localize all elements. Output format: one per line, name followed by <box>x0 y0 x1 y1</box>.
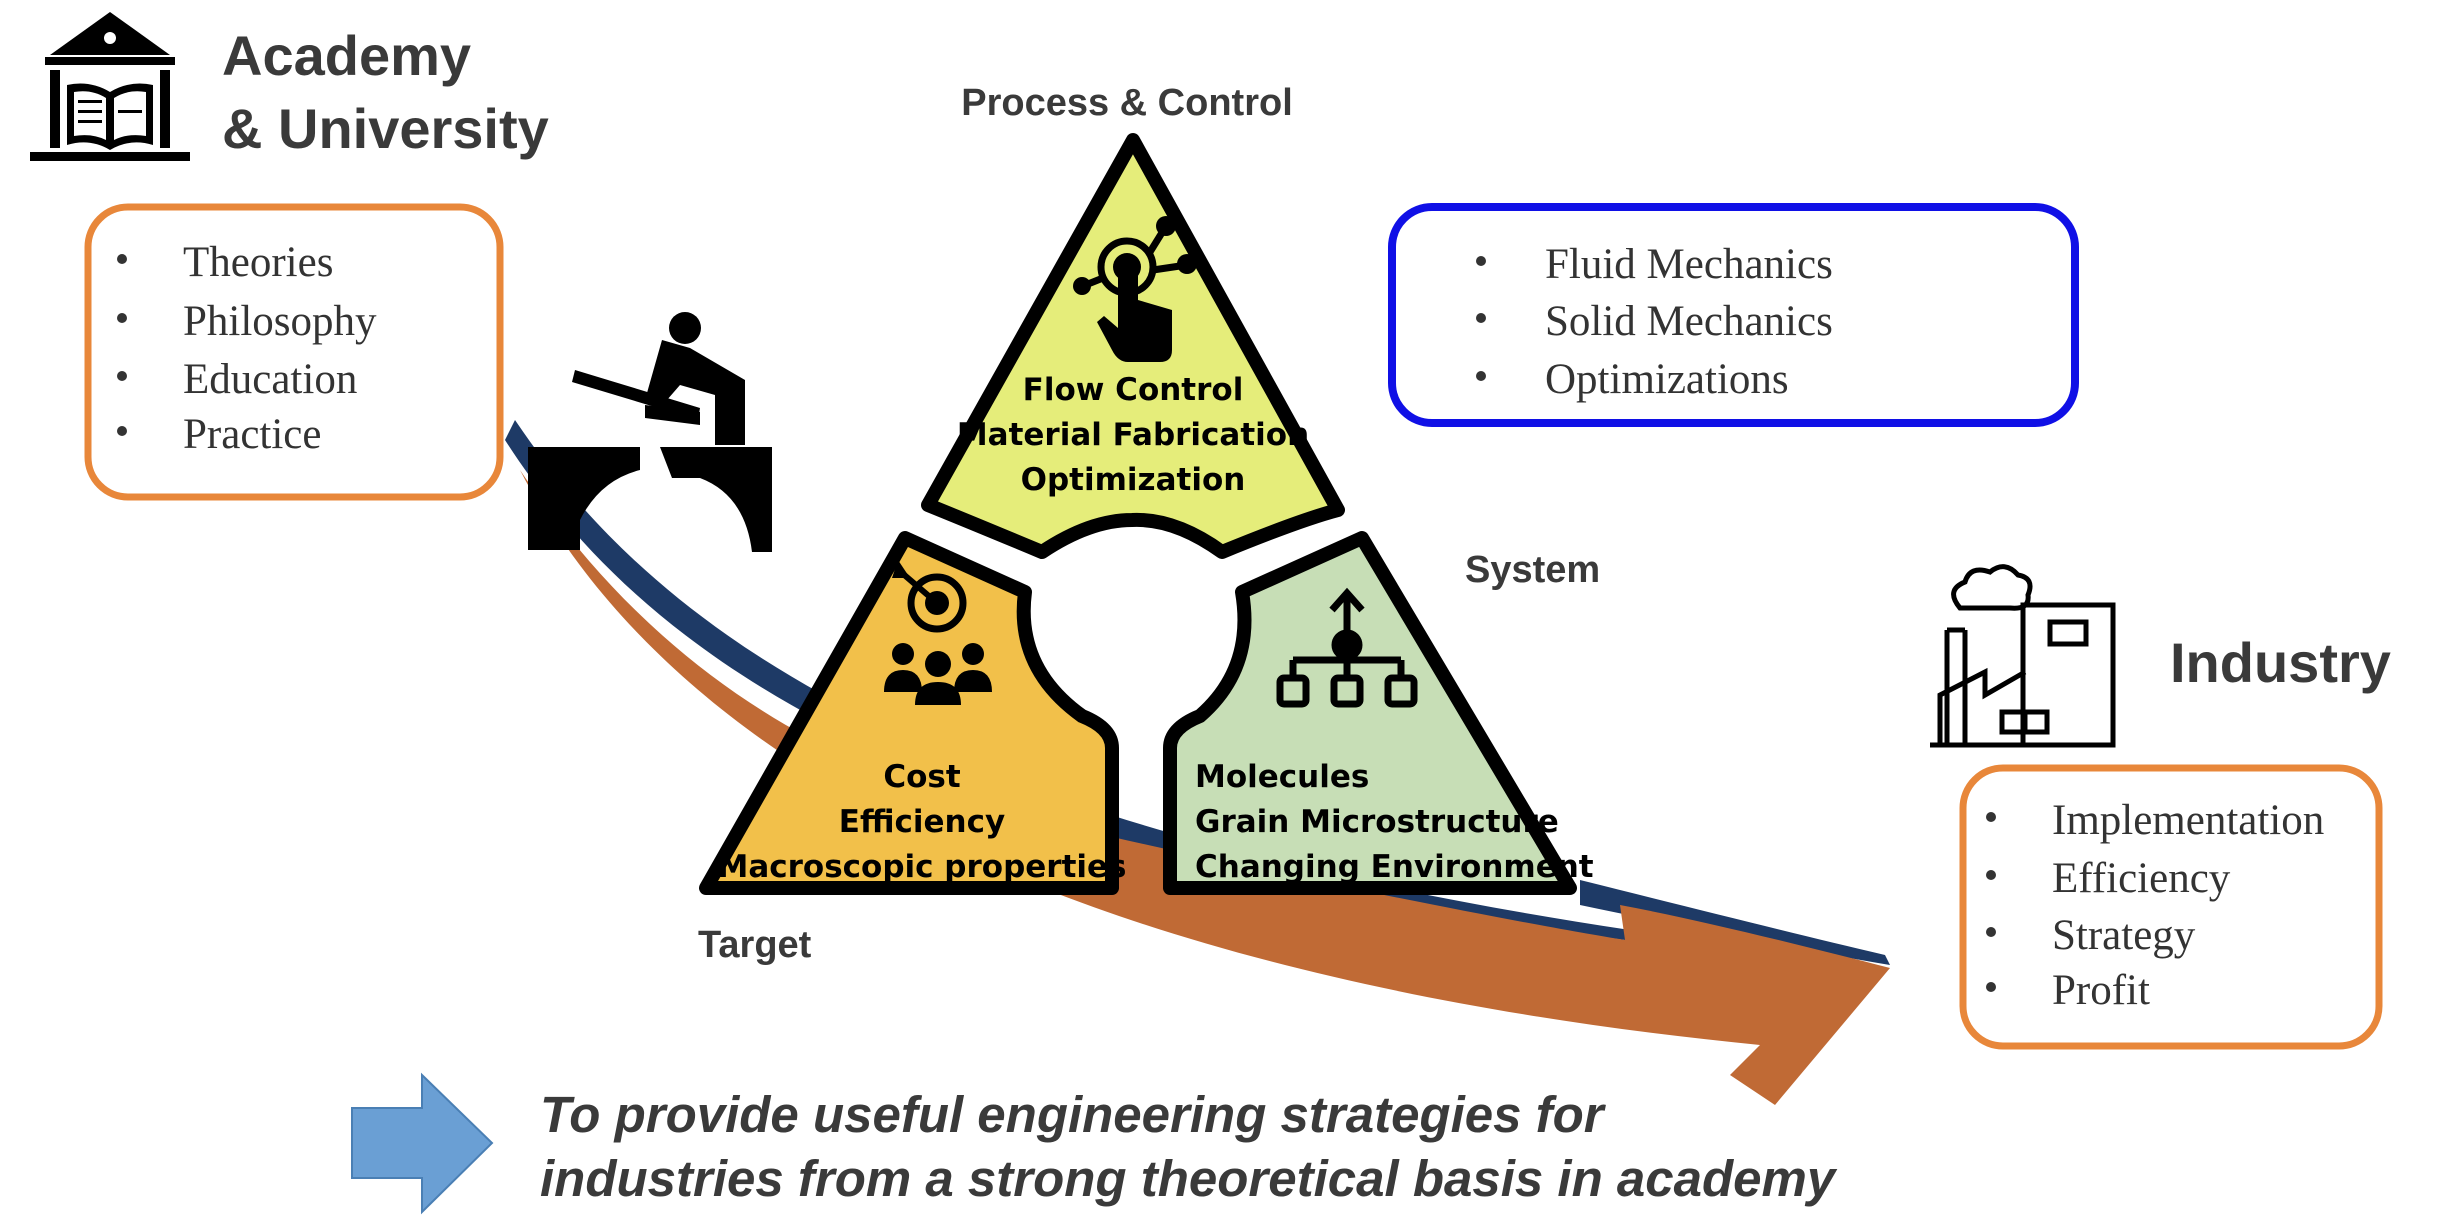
process-control-header: Process & Control <box>961 82 1293 124</box>
touch-hand-icon <box>1073 216 1197 362</box>
factory-icon <box>1930 564 2116 748</box>
industry-item: Profit <box>2052 967 2150 1014</box>
triangle-left-line: Macroscopic properties <box>717 849 1126 885</box>
triangle-right-line: Molecules <box>1195 759 1369 795</box>
ribbon-navy-edge-right <box>1580 880 1890 965</box>
triangle-right-line: Grain Microstructure <box>1195 804 1559 840</box>
triangle-target <box>699 531 1119 895</box>
academy-item: Practice <box>183 411 321 458</box>
mechanics-item: Fluid Mechanics <box>1545 241 1833 288</box>
mechanics-list-box <box>1388 203 2079 427</box>
conclusion-line2: industries from a strong theoretical bas… <box>540 1150 1838 1207</box>
person-at-desk-icon <box>528 312 772 552</box>
conclusion-line1: To provide useful engineering strategies… <box>540 1086 1607 1143</box>
mechanics-item: Solid Mechanics <box>1545 298 1833 345</box>
academy-item: Philosophy <box>183 298 377 345</box>
flow-ribbon <box>505 420 1890 1105</box>
industry-item: Strategy <box>2052 912 2196 959</box>
academy-list-box <box>84 203 504 501</box>
target-label: Target <box>698 924 812 966</box>
mechanics-list: Fluid Mechanics Solid Mechanics Optimiza… <box>1476 241 1833 403</box>
academy-item: Education <box>183 356 357 403</box>
triangle-top-line: Material Fabrication <box>957 417 1309 453</box>
target-team-icon <box>884 560 992 705</box>
triangle-system <box>1163 531 1577 895</box>
industry-title: Industry <box>2170 631 2391 694</box>
ribbon-brown <box>520 470 1890 1105</box>
industry-list-box <box>1959 764 2383 1050</box>
mechanics-item: Optimizations <box>1545 356 1789 403</box>
industry-list: Implementation Efficiency Strategy Profi… <box>1986 797 2324 1014</box>
triangle-left-line: Cost <box>883 759 960 795</box>
triangle-left-line: Efficiency <box>839 804 1005 840</box>
academy-list: Theories Philosophy Education Practice <box>117 239 377 458</box>
industry-item: Implementation <box>2052 797 2324 844</box>
academy-title-line1: Academy <box>222 24 471 87</box>
triangle-top-line: Optimization <box>1021 462 1246 498</box>
triangle-top-line: Flow Control <box>1023 372 1244 408</box>
industry-item: Efficiency <box>2052 855 2231 902</box>
academy-title-line2: & University <box>222 97 549 160</box>
hierarchy-icon <box>1276 587 1418 708</box>
academy-item: Theories <box>183 239 333 286</box>
system-label: System <box>1465 549 1600 591</box>
academy-building-icon <box>30 12 190 161</box>
triangle-right-line: Changing Environment <box>1195 849 1594 885</box>
conclusion-arrow-icon <box>351 1072 494 1215</box>
